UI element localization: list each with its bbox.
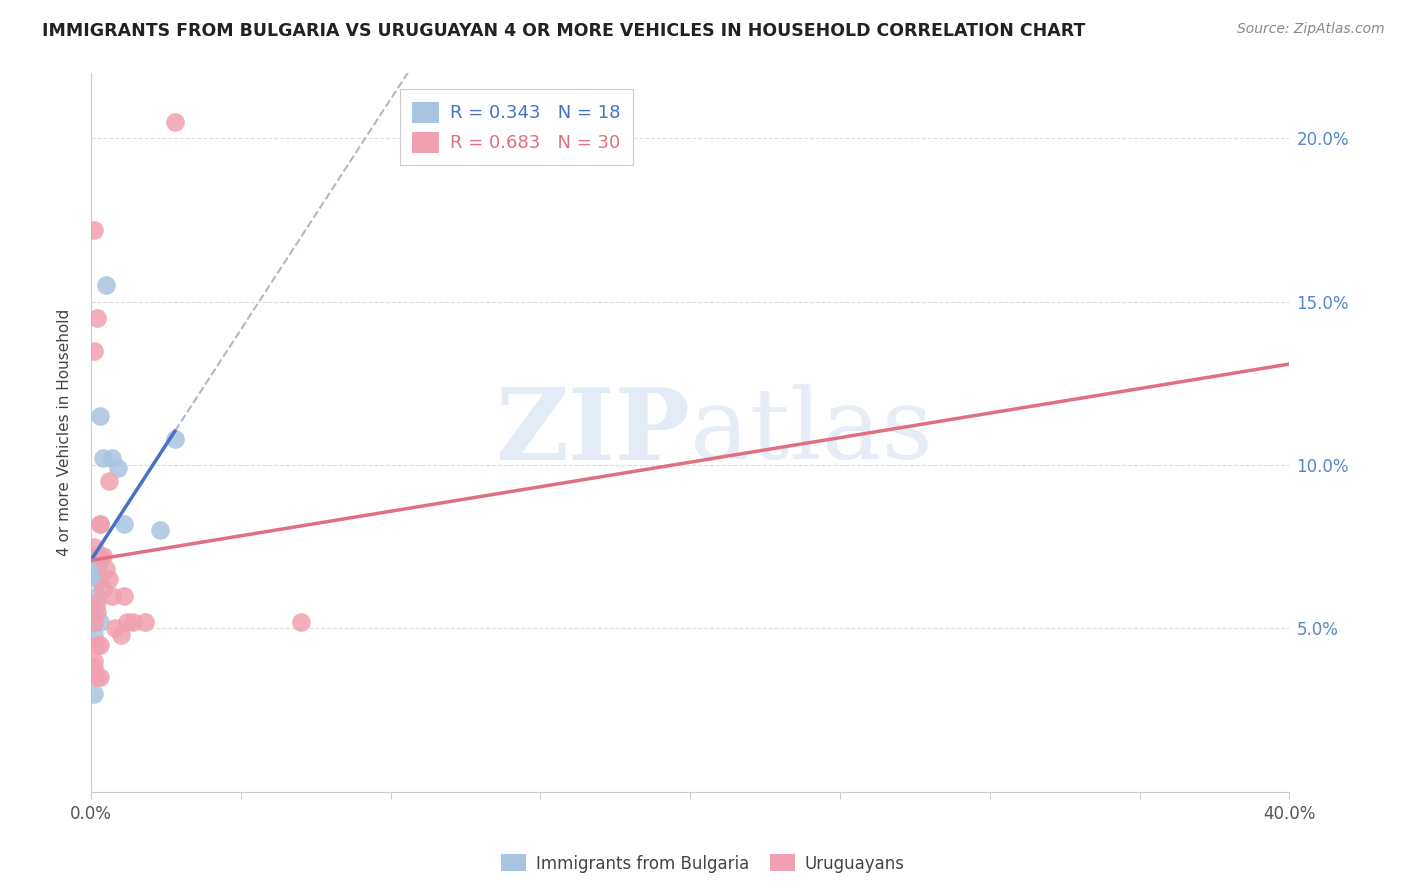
Point	[86, 638, 108, 652]
Point	[83, 540, 105, 554]
Point	[97, 475, 120, 489]
Point	[122, 615, 145, 629]
Text: ZIP: ZIP	[495, 384, 690, 481]
Legend: R = 0.343   N = 18, R = 0.683   N = 30: R = 0.343 N = 18, R = 0.683 N = 30	[399, 89, 633, 165]
Point	[89, 572, 111, 586]
Point	[83, 223, 105, 237]
Point	[89, 516, 111, 531]
Point	[89, 638, 111, 652]
Point	[101, 589, 124, 603]
Point	[112, 516, 135, 531]
Y-axis label: 4 or more Vehicles in Household: 4 or more Vehicles in Household	[58, 309, 72, 556]
Point	[91, 582, 114, 596]
Point	[83, 615, 105, 629]
Point	[97, 572, 120, 586]
Point	[83, 660, 105, 674]
Point	[115, 615, 138, 629]
Point	[107, 461, 129, 475]
Point	[86, 670, 108, 684]
Point	[112, 589, 135, 603]
Point	[86, 559, 108, 574]
Point	[83, 549, 105, 564]
Point	[86, 572, 108, 586]
Point	[94, 278, 117, 293]
Point	[163, 432, 186, 446]
Point	[89, 516, 111, 531]
Point	[86, 589, 108, 603]
Text: atlas: atlas	[690, 384, 934, 480]
Point	[89, 670, 111, 684]
Point	[101, 451, 124, 466]
Point	[83, 343, 105, 358]
Point	[86, 562, 108, 576]
Point	[110, 628, 132, 642]
Point	[104, 621, 127, 635]
Point	[149, 523, 172, 537]
Point	[83, 687, 105, 701]
Point	[91, 451, 114, 466]
Point	[290, 615, 312, 629]
Point	[86, 310, 108, 325]
Point	[83, 654, 105, 668]
Point	[89, 409, 111, 423]
Point	[163, 115, 186, 129]
Point	[83, 605, 105, 619]
Point	[83, 628, 105, 642]
Point	[86, 595, 108, 609]
Text: IMMIGRANTS FROM BULGARIA VS URUGUAYAN 4 OR MORE VEHICLES IN HOUSEHOLD CORRELATIO: IMMIGRANTS FROM BULGARIA VS URUGUAYAN 4 …	[42, 22, 1085, 40]
Point	[91, 549, 114, 564]
Point	[94, 562, 117, 576]
Point	[134, 615, 156, 629]
Point	[86, 605, 108, 619]
Legend: Immigrants from Bulgaria, Uruguayans: Immigrants from Bulgaria, Uruguayans	[495, 847, 911, 880]
Text: Source: ZipAtlas.com: Source: ZipAtlas.com	[1237, 22, 1385, 37]
Point	[89, 549, 111, 564]
Point	[89, 615, 111, 629]
